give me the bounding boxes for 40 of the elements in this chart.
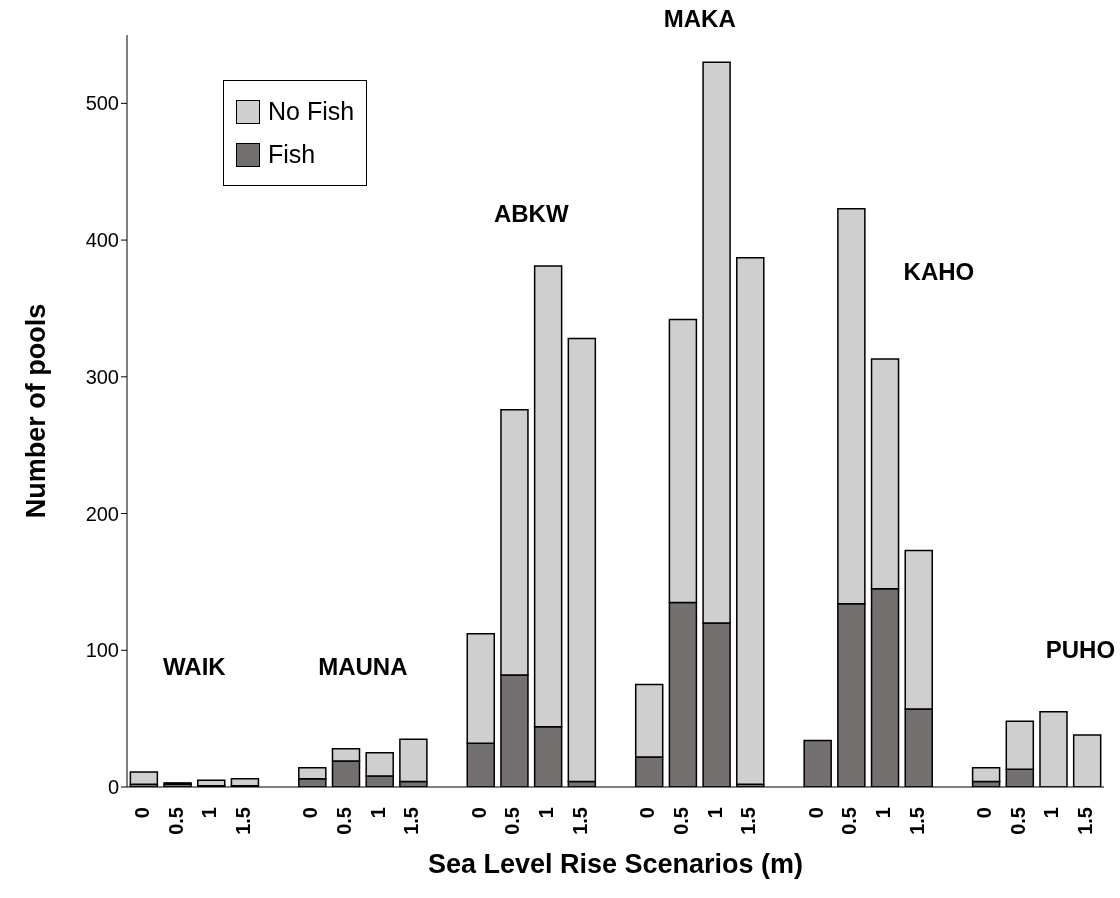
x-tick-label: 1 [1040,807,1063,819]
text: MAKA [663,4,736,33]
x-tick-label: 1 [535,807,558,819]
y-tick-label: 300 [85,365,119,388]
x-tick-label: 0.5 [1006,807,1029,835]
y-tick-label: 0 [107,776,119,799]
y-tick-label: 100 [85,639,119,662]
x-axis-title: Sea Level Rise Scenarios (m) [426,849,805,880]
annotation: ABKW [493,200,569,229]
x-tick-label: 0.5 [501,807,524,835]
x-tick-label: 1 [703,807,726,819]
annotation: WAIK [163,652,226,681]
x-tick-label: 1 [872,807,895,819]
x-tick-label: 1.5 [568,807,591,835]
x-tick-label: 1.5 [231,807,254,835]
x-tick-label: 0 [804,807,827,819]
legend-label: Fish [268,140,316,169]
x-tick-label: 0.5 [669,807,692,835]
x-tick-label: 1.5 [1074,807,1097,835]
y-tick-label: 500 [85,92,119,115]
annotation: KAHO [903,257,975,286]
x-tick-label: 0 [973,807,996,819]
x-tick-label: 1.5 [400,807,423,835]
x-tick-label: 1 [366,807,389,819]
annotation: PUHO [1045,636,1116,665]
x-tick-label: 1 [198,807,221,819]
legend-label: No Fish [268,97,355,126]
x-tick-label: 0 [130,807,153,819]
x-tick-label: 0.5 [838,807,861,835]
x-tick-label: 0.5 [164,807,187,835]
x-tick-label: 1.5 [905,807,928,835]
y-axis-title: Number of pools [20,303,52,519]
x-tick-label: 0.5 [332,807,355,835]
annotation: MAUNA [318,652,408,681]
x-tick-label: 1.5 [737,807,760,835]
x-tick-label: 0 [299,807,322,819]
x-tick-label: 0 [467,807,490,819]
x-tick-label: 0 [636,807,659,819]
y-tick-label: 200 [85,502,119,525]
y-tick-label: 400 [85,229,119,252]
